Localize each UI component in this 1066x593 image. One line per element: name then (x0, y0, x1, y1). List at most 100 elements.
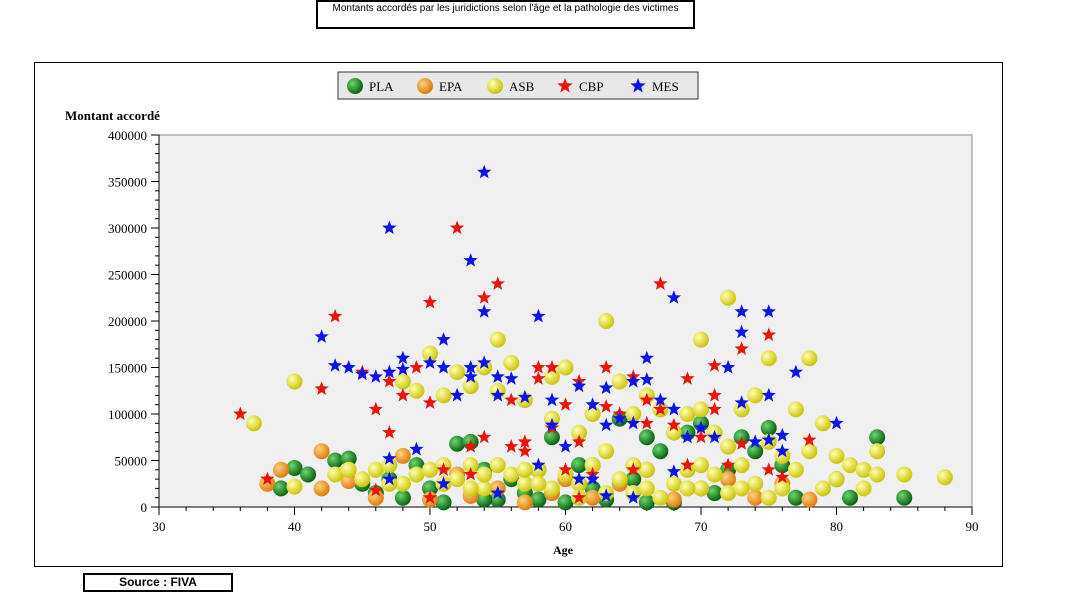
legend-marker-epa (417, 78, 433, 94)
x-tick-label: 60 (559, 519, 572, 534)
point-pla (747, 443, 764, 460)
point-cbp (409, 360, 424, 374)
point-cbp (382, 373, 397, 388)
point-mes (666, 464, 681, 478)
point-asb (462, 480, 479, 497)
point-asb (679, 461, 696, 478)
point-mes (436, 332, 451, 346)
point-mes (761, 432, 776, 447)
point-pla (652, 443, 669, 460)
point-cbp (450, 220, 465, 235)
point-asb (476, 466, 493, 483)
point-epa (665, 491, 682, 508)
point-asb (503, 466, 520, 483)
point-mes (612, 411, 627, 425)
point-epa (272, 461, 289, 478)
point-asb (394, 475, 411, 492)
x-tick-label: 70 (695, 519, 708, 534)
point-asb (476, 480, 493, 497)
y-tick-label: 400000 (108, 128, 147, 143)
point-epa (394, 447, 411, 464)
point-asb (408, 466, 425, 483)
point-cbp (599, 360, 614, 374)
point-asb (787, 461, 804, 478)
point-mes (504, 371, 519, 385)
point-epa (340, 472, 357, 489)
point-cbp (639, 415, 654, 430)
point-cbp (382, 425, 397, 439)
point-mes (829, 415, 844, 430)
point-asb (733, 480, 750, 497)
point-mes (761, 304, 776, 318)
point-asb (489, 331, 506, 348)
point-asb (462, 378, 479, 395)
x-tick-label: 80 (830, 519, 843, 534)
point-pla (869, 429, 886, 446)
point-mes (422, 355, 438, 369)
point-mes (666, 401, 681, 416)
point-epa (313, 480, 330, 497)
point-asb (760, 489, 777, 506)
point-asb (571, 475, 588, 492)
point-pla (638, 429, 655, 446)
point-asb (625, 406, 642, 422)
y-tick-label: 50000 (115, 454, 148, 469)
point-cbp (571, 490, 587, 504)
point-asb (557, 466, 574, 483)
legend: PLA EPA ASB CBP MES (337, 71, 699, 100)
point-mes (599, 380, 614, 394)
source-box: Source : FIVA (83, 573, 233, 592)
point-cbp (422, 490, 438, 504)
point-asb (584, 406, 601, 422)
point-asb (693, 401, 709, 418)
point-cbp (599, 399, 614, 413)
legend-marker-mes (630, 78, 646, 93)
point-cbp (693, 429, 709, 444)
point-pla (272, 480, 289, 497)
point-asb (855, 461, 872, 478)
point-asb (503, 354, 520, 371)
point-asb (611, 471, 628, 488)
point-cbp (328, 308, 343, 323)
point-mes (761, 387, 776, 402)
point-epa (584, 489, 601, 506)
point-asb (557, 359, 574, 376)
legend-label-cbp: CBP (579, 79, 604, 94)
point-asb (516, 475, 533, 492)
point-mes (517, 389, 532, 404)
point-cbp (707, 387, 722, 402)
source-label: Source : FIVA (119, 575, 197, 589)
point-epa (720, 471, 737, 488)
point-asb (665, 424, 682, 441)
point-asb (286, 478, 303, 495)
point-cbp (422, 395, 438, 409)
point-asb (340, 461, 357, 478)
point-cbp (314, 381, 329, 395)
point-mes (639, 372, 654, 386)
point-cbp (707, 358, 722, 372)
point-asb (679, 406, 696, 422)
point-cbp (477, 290, 492, 304)
point-asb (598, 443, 615, 460)
point-asb (367, 461, 384, 478)
point-mes (395, 361, 410, 376)
point-asb (869, 443, 886, 460)
point-mes (721, 360, 736, 374)
point-mes (626, 415, 641, 430)
point-epa (747, 489, 764, 506)
point-mes (748, 434, 763, 448)
point-cbp (233, 406, 248, 421)
point-mes (626, 373, 641, 388)
point-mes (775, 427, 790, 442)
y-tick-label: 250000 (108, 268, 147, 283)
point-mes (734, 324, 749, 339)
point-asb (747, 475, 764, 492)
point-asb (286, 373, 303, 390)
point-mes (382, 471, 397, 486)
point-asb (584, 457, 601, 474)
y-tick-label: 200000 (108, 314, 147, 329)
point-cbp (639, 392, 654, 407)
point-mes (599, 488, 614, 502)
point-cbp (436, 462, 451, 476)
point-mes (450, 387, 465, 402)
